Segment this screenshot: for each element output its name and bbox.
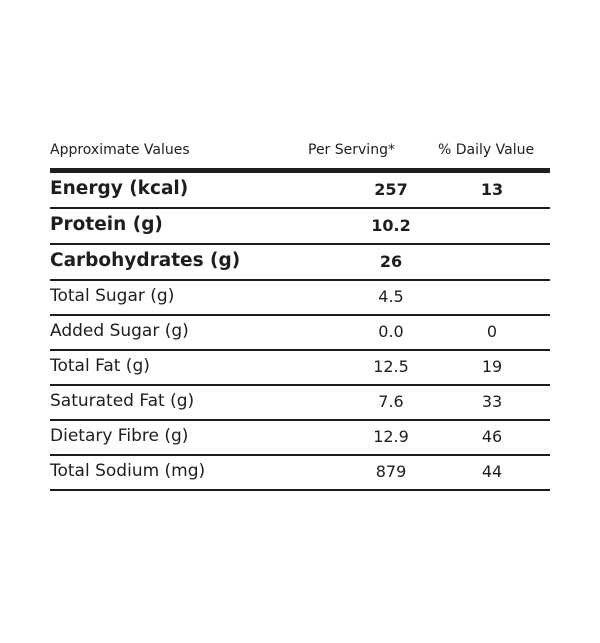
row-divider (50, 384, 550, 386)
row-divider (50, 349, 550, 351)
table-row-added-sugar: Added Sugar (g) 0.0 0 (50, 316, 550, 349)
row-label: Saturated Fat (g) (50, 391, 195, 411)
row-divider (50, 454, 550, 456)
row-divider (50, 314, 550, 316)
row-per-serving: 12.9 (373, 427, 409, 446)
header-per-serving: Per Serving* (308, 142, 395, 158)
table-row-energy: Energy (kcal) 257 13 (50, 173, 550, 207)
table-row-total-sugar: Total Sugar (g) 4.5 (50, 281, 550, 314)
header-approximate-values: Approximate Values (50, 142, 190, 158)
nutrition-table: Approximate Values Per Serving* % Daily … (50, 138, 550, 491)
row-divider (50, 243, 550, 245)
header-daily-value: % Daily Value (438, 142, 535, 158)
row-divider (50, 207, 550, 209)
row-per-serving: 26 (379, 252, 403, 271)
table-header: Approximate Values Per Serving* % Daily … (50, 138, 550, 168)
row-per-serving: 7.6 (378, 392, 404, 411)
row-divider (50, 489, 550, 491)
table-row-total-fat: Total Fat (g) 12.5 19 (50, 351, 550, 384)
row-label: Added Sugar (g) (50, 321, 189, 341)
row-daily-value: 13 (480, 180, 504, 199)
row-daily-value: 33 (481, 392, 503, 411)
row-label: Energy (kcal) (50, 178, 189, 199)
table-row-protein: Protein (g) 10.2 (50, 209, 550, 243)
row-divider (50, 279, 550, 281)
row-label: Carbohydrates (g) (50, 250, 241, 271)
row-daily-value: 44 (481, 462, 503, 481)
table-row-total-sodium: Total Sodium (mg) 879 44 (50, 456, 550, 489)
row-daily-value: 46 (481, 427, 503, 446)
header-divider (50, 168, 550, 173)
row-per-serving: 12.5 (373, 357, 409, 376)
row-per-serving: 257 (374, 180, 408, 199)
table-row-carbohydrates: Carbohydrates (g) 26 (50, 245, 550, 279)
row-label: Total Fat (g) (50, 356, 150, 376)
row-per-serving: 0.0 (378, 322, 404, 341)
row-label: Protein (g) (50, 214, 163, 235)
row-daily-value: 0 (486, 322, 498, 341)
row-label: Dietary Fibre (g) (50, 426, 189, 446)
row-label: Total Sodium (mg) (50, 461, 206, 481)
row-per-serving: 879 (375, 462, 407, 481)
row-per-serving: 10.2 (371, 216, 411, 235)
row-daily-value: 19 (481, 357, 503, 376)
row-divider (50, 419, 550, 421)
table-row-dietary-fibre: Dietary Fibre (g) 12.9 46 (50, 421, 550, 454)
row-label: Total Sugar (g) (50, 286, 175, 306)
table-row-saturated-fat: Saturated Fat (g) 7.6 33 (50, 386, 550, 419)
row-per-serving: 4.5 (378, 287, 404, 306)
